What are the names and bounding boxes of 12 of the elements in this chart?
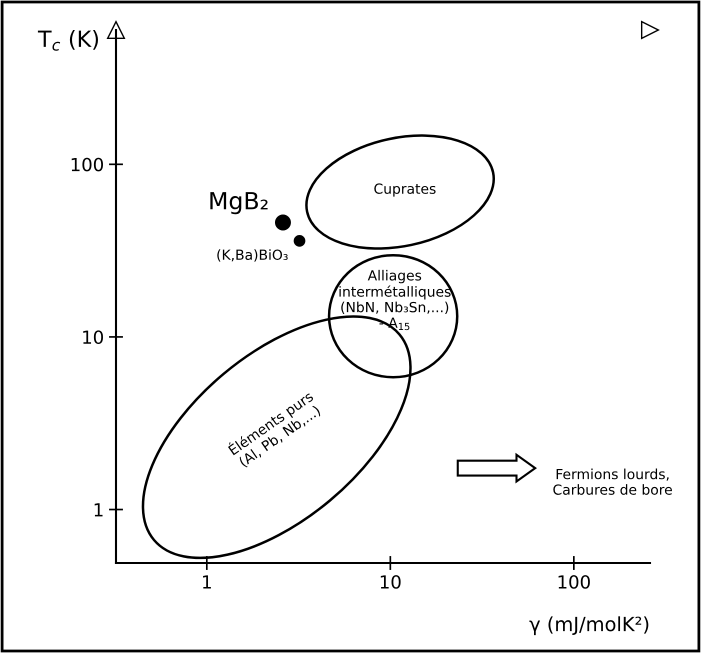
x-tick-label: 1 — [203, 575, 211, 589]
x-axis-title: γ (mJ/molK²) — [529, 616, 648, 636]
y-tick-label: 10 — [83, 330, 103, 344]
x-tick-label: 10 — [380, 575, 401, 589]
series-label: MgB₂ — [210, 192, 268, 214]
y-axis-title: T$_{c}$ (K) — [38, 30, 98, 51]
x-tick-label: 100 — [558, 575, 590, 589]
annotation: Fermions lourds, Carbures de bore — [553, 468, 672, 495]
y-tick-label: 100 — [72, 158, 103, 172]
series-label: (K,Ba)BiO₃ — [217, 249, 288, 262]
annotation: Cuprates — [374, 183, 436, 197]
y-tick-label: 1 — [94, 503, 103, 516]
